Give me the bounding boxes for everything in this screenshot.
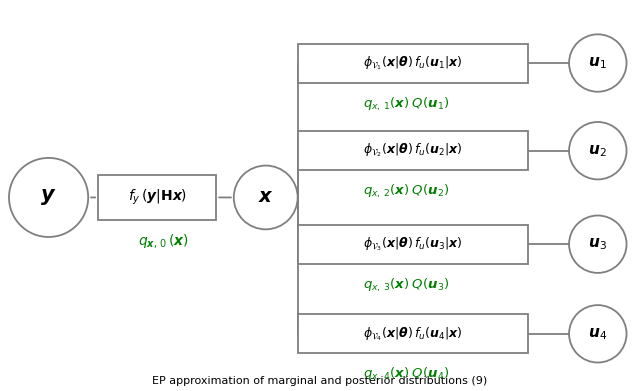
FancyBboxPatch shape xyxy=(298,225,527,264)
Text: $\phi_{\mathcal{V}_2}(\boldsymbol{x}|\boldsymbol{\theta})\,f_u(\boldsymbol{u}_2|: $\phi_{\mathcal{V}_2}(\boldsymbol{x}|\bo… xyxy=(363,142,462,160)
Ellipse shape xyxy=(569,122,627,179)
Text: $\boldsymbol{y}$: $\boldsymbol{y}$ xyxy=(40,187,57,208)
Text: $q_{x,\,4}(\boldsymbol{x})\;Q(\boldsymbol{u}_4)$: $q_{x,\,4}(\boldsymbol{x})\;Q(\boldsymbo… xyxy=(363,366,449,383)
Text: $q_{x,\,2}(\boldsymbol{x})\;Q(\boldsymbol{u}_2)$: $q_{x,\,2}(\boldsymbol{x})\;Q(\boldsymbo… xyxy=(363,183,449,200)
Text: $\phi_{\mathcal{V}_4}(\boldsymbol{x}|\boldsymbol{\theta})\,f_u(\boldsymbol{u}_4|: $\phi_{\mathcal{V}_4}(\boldsymbol{x}|\bo… xyxy=(363,325,462,343)
Text: $\boldsymbol{u}_2$: $\boldsymbol{u}_2$ xyxy=(588,143,607,158)
Ellipse shape xyxy=(9,158,88,237)
Text: EP approximation of marginal and posterior distributions (9): EP approximation of marginal and posteri… xyxy=(152,377,488,386)
Text: $\boldsymbol{u}_1$: $\boldsymbol{u}_1$ xyxy=(588,55,607,71)
Text: $\boldsymbol{u}_4$: $\boldsymbol{u}_4$ xyxy=(588,326,607,342)
Text: $q_{x,\,3}(\boldsymbol{x})\;Q(\boldsymbol{u}_3)$: $q_{x,\,3}(\boldsymbol{x})\;Q(\boldsymbo… xyxy=(363,276,449,294)
FancyBboxPatch shape xyxy=(298,131,527,170)
Ellipse shape xyxy=(569,305,627,362)
Text: $q_{x,\,1}(\boldsymbol{x})\;Q(\boldsymbol{u}_1)$: $q_{x,\,1}(\boldsymbol{x})\;Q(\boldsymbo… xyxy=(363,95,449,113)
FancyBboxPatch shape xyxy=(298,43,527,83)
Text: $\phi_{\mathcal{V}_3}(\boldsymbol{x}|\boldsymbol{\theta})\,f_u(\boldsymbol{u}_3|: $\phi_{\mathcal{V}_3}(\boldsymbol{x}|\bo… xyxy=(363,235,462,253)
Text: $\boldsymbol{x}$: $\boldsymbol{x}$ xyxy=(258,188,274,206)
Text: $\phi_{\mathcal{V}_1}(\boldsymbol{x}|\boldsymbol{\theta})\,f_u(\boldsymbol{u}_1|: $\phi_{\mathcal{V}_1}(\boldsymbol{x}|\bo… xyxy=(363,54,462,72)
Ellipse shape xyxy=(569,34,627,92)
Text: $q_{\boldsymbol{x},\,0}\,(\boldsymbol{x})$: $q_{\boldsymbol{x},\,0}\,(\boldsymbol{x}… xyxy=(138,232,189,250)
FancyBboxPatch shape xyxy=(298,314,527,353)
Text: $\boldsymbol{u}_3$: $\boldsymbol{u}_3$ xyxy=(588,236,607,252)
Ellipse shape xyxy=(569,215,627,273)
Ellipse shape xyxy=(234,165,298,230)
FancyBboxPatch shape xyxy=(98,175,216,220)
Text: $f_y\,(\boldsymbol{y}|\mathbf{H}\boldsymbol{x})$: $f_y\,(\boldsymbol{y}|\mathbf{H}\boldsym… xyxy=(127,188,187,207)
